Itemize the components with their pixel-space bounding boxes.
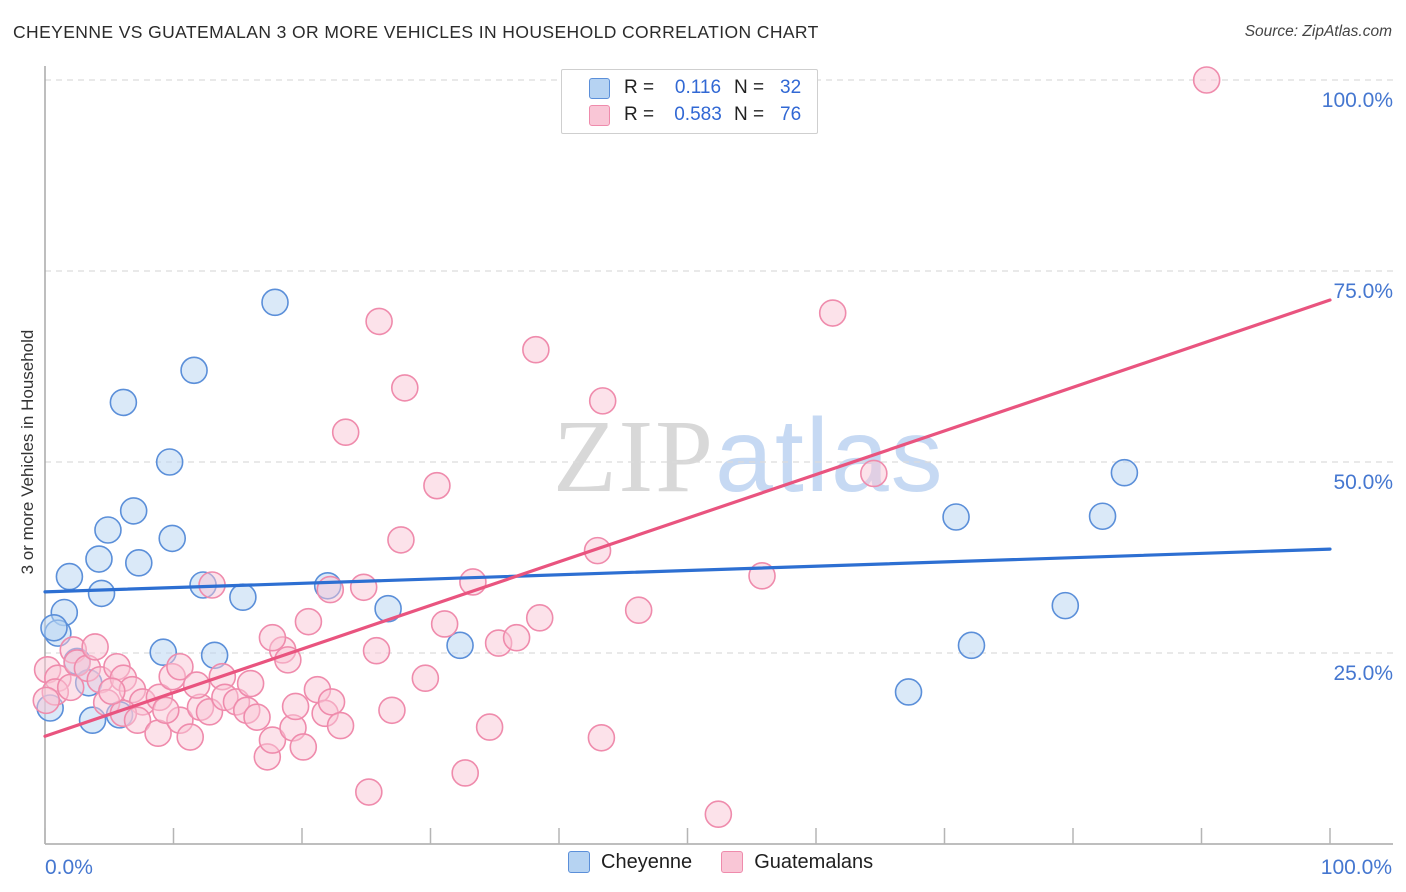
guatemalans-point <box>258 726 287 754</box>
guatemalans-point <box>588 387 617 415</box>
guatemalans-point <box>451 759 479 787</box>
guatemalans-point <box>390 374 419 402</box>
guatemalans-point <box>258 623 287 652</box>
r-value-guatemalans: 0.583 <box>674 104 722 125</box>
y-tick-label: 100.0% <box>1322 89 1393 112</box>
guatemalans-point <box>123 706 152 735</box>
cheyenne-point <box>119 497 148 525</box>
cheyenne-swatch-icon <box>568 851 590 873</box>
guatemalans-point <box>355 778 383 806</box>
y-tick-label: 75.0% <box>1333 280 1393 303</box>
cheyenne-point <box>94 516 122 544</box>
cheyenne-point <box>85 545 113 573</box>
guatemalans-point <box>522 335 550 364</box>
cheyenne-point <box>109 388 138 417</box>
y-tick-label: 50.0% <box>1333 471 1393 494</box>
guatemalans-point <box>1192 66 1221 94</box>
cheyenne-point <box>1051 591 1080 620</box>
guatemalans-point <box>243 703 271 731</box>
n-value-cheyenne: 32 <box>780 77 802 98</box>
r-value-cheyenne: 0.116 <box>674 77 722 98</box>
guatemalans-point <box>704 800 733 829</box>
guatemalans-point <box>362 636 391 665</box>
guatemalans-point <box>378 696 406 725</box>
guatemalans-point <box>475 713 504 741</box>
cheyenne-point <box>374 594 402 623</box>
guatemalans-point <box>818 299 847 327</box>
guatemalans-point <box>151 696 180 725</box>
n-label: N = <box>734 77 765 98</box>
cheyenne-point <box>87 579 116 608</box>
guatemalans-point <box>587 724 616 752</box>
x-tick-label: 0.0% <box>45 856 93 879</box>
guatemalans-swatch-icon <box>589 104 610 126</box>
guatemalans-point <box>166 652 194 681</box>
n-label: N = <box>734 104 765 125</box>
r-label: R = <box>624 104 655 125</box>
y-tick-label: 25.0% <box>1333 662 1393 685</box>
cheyenne-point <box>55 562 84 591</box>
guatemalans-point <box>289 733 318 761</box>
guatemalans-point <box>349 573 378 602</box>
cheyenne-legend-label: Cheyenne <box>601 850 693 873</box>
guatemalans-point <box>81 633 109 661</box>
legend-row-cheyenne: R = 0.116 N = 32 <box>589 77 817 99</box>
cheyenne-point <box>446 631 474 660</box>
guatemalans-point <box>430 610 459 638</box>
guatemalans-swatch-icon <box>721 851 744 873</box>
cheyenne-point <box>229 583 257 612</box>
guatemalans-point <box>502 623 531 652</box>
cheyenne-swatch-icon <box>589 77 610 99</box>
cheyenne-trend-line <box>43 547 1332 594</box>
series-legend: Cheyenne Guatemalans <box>568 850 873 874</box>
guatemalans-point <box>624 596 653 625</box>
guatemalans-point <box>331 418 360 447</box>
guatemalans-legend-label: Guatemalans <box>754 850 874 873</box>
guatemalans-point <box>56 673 85 702</box>
source-credit: Source: ZipAtlas.com <box>1244 23 1392 40</box>
cheyenne-point <box>1088 502 1117 531</box>
cheyenne-point <box>957 631 986 660</box>
guatemalans-point <box>423 471 451 500</box>
cheyenne-point <box>158 524 187 553</box>
guatemalans-point <box>326 711 355 740</box>
guatemalans-point <box>387 526 415 554</box>
guatemalans-point <box>860 459 888 488</box>
guatemalans-point <box>365 307 393 336</box>
page-title: CHEYENNE VS GUATEMALAN 3 OR MORE VEHICLE… <box>13 22 819 42</box>
guatemalans-trend-line <box>43 298 1332 738</box>
guatemalans-point <box>525 604 554 632</box>
guatemalans-point <box>32 686 61 715</box>
guatemalans-point <box>281 692 310 721</box>
x-tick-label: 100.0% <box>1321 856 1392 879</box>
legend-row-guatemalans: R = 0.583 N = 76 <box>589 104 817 126</box>
cheyenne-point <box>125 549 153 577</box>
cheyenne-point <box>180 356 208 385</box>
cheyenne-point <box>40 613 68 642</box>
cheyenne-point <box>1110 458 1139 487</box>
guatemalans-point <box>583 536 612 565</box>
guatemalans-point <box>236 669 265 698</box>
guatemalans-point <box>411 664 440 693</box>
guatemalans-point <box>317 688 346 716</box>
n-value-guatemalans: 76 <box>780 104 802 125</box>
cheyenne-point <box>261 288 289 317</box>
r-label: R = <box>624 77 655 98</box>
cheyenne-point <box>155 448 184 476</box>
guatemalans-point <box>176 723 205 751</box>
cheyenne-point <box>894 678 923 706</box>
cheyenne-point <box>942 503 970 531</box>
legend-box: R = 0.116 N = 32 R = 0.583 N = 76 <box>561 69 818 134</box>
guatemalans-point <box>98 677 126 706</box>
guatemalans-point <box>294 607 323 636</box>
